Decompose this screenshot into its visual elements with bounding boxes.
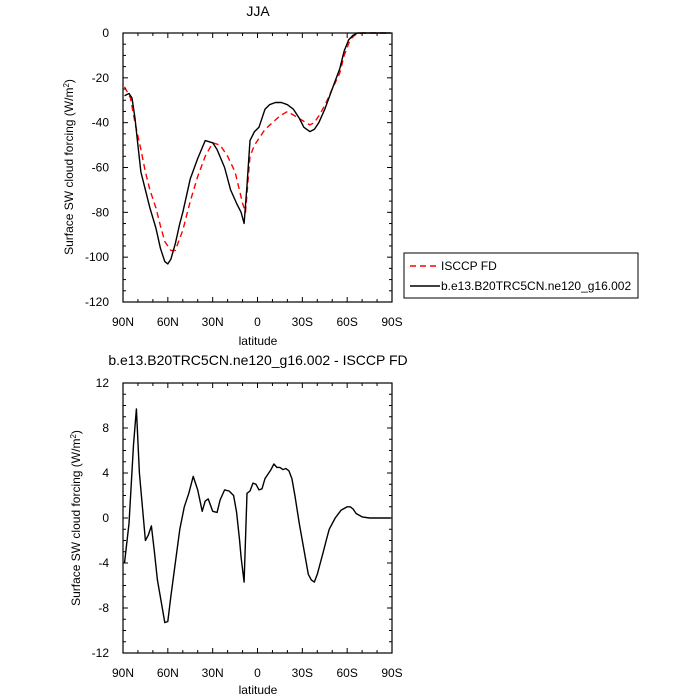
top-y-tick-label: -60 bbox=[92, 161, 110, 175]
top-y-tick-label: -80 bbox=[92, 205, 110, 219]
bottom-y-axis-label: Surface SW cloud forcing (W/m2) bbox=[69, 430, 83, 606]
top-y-tick-label: -120 bbox=[85, 295, 109, 309]
bottom-x-axis-label: latitude bbox=[239, 683, 278, 697]
top-x-tick-label: 90N bbox=[112, 315, 134, 329]
bottom-y-tick-label: -4 bbox=[98, 556, 109, 570]
bottom-y-tick-label: -12 bbox=[92, 646, 110, 660]
top-y-axis-label-tail: ) bbox=[62, 79, 76, 83]
top-y-tick-label: -100 bbox=[85, 250, 109, 264]
top-y-tick-label: -40 bbox=[92, 116, 110, 130]
bottom-x-tick-label: 60N bbox=[157, 666, 179, 680]
bottom-y-tick-label: 8 bbox=[102, 421, 109, 435]
bottom-x-tick-label: 90N bbox=[112, 666, 134, 680]
top-x-axis-label: latitude bbox=[239, 334, 278, 348]
bottom-x-tick-label: 60S bbox=[336, 666, 357, 680]
bottom-y-axis-label-tail: ) bbox=[69, 430, 83, 434]
top-plot-frame bbox=[122, 32, 393, 303]
bottom-y-tick-label: 0 bbox=[102, 511, 109, 525]
bottom-y-tick-label: 12 bbox=[96, 376, 110, 390]
legend-label: b.e13.B20TRC5CN.ne120_g16.002 bbox=[441, 279, 631, 293]
top-y-axis-label-text: Surface SW cloud forcing (W/m bbox=[62, 88, 76, 255]
bottom-y-tick-label: 4 bbox=[102, 466, 109, 480]
top-y-tick-label: 0 bbox=[102, 26, 109, 40]
top-x-tick-label: 60S bbox=[336, 315, 357, 329]
bottom-series-line-difference bbox=[123, 408, 391, 624]
top-y-axis-label-sup: 2 bbox=[62, 83, 71, 88]
bottom-x-tick-label: 30N bbox=[202, 666, 224, 680]
legend: ISCCP FD b.e13.B20TRC5CN.ne120_g16.002 bbox=[403, 252, 639, 299]
top-x-tick-label: 30S bbox=[292, 315, 313, 329]
top-y-axis-label: Surface SW cloud forcing (W/m2) bbox=[62, 79, 76, 255]
bottom-y-axis-label-sup: 2 bbox=[69, 434, 78, 439]
bottom-y-axis-label-text: Surface SW cloud forcing (W/m bbox=[69, 439, 83, 606]
top-x-tick-label: 60N bbox=[157, 315, 179, 329]
top-series-line-isccp-fd bbox=[123, 32, 391, 252]
legend-box bbox=[403, 252, 639, 299]
top-x-tick-label: 90S bbox=[381, 315, 402, 329]
bottom-chart-title: b.e13.B20TRC5CN.ne120_g16.002 - ISCCP FD bbox=[108, 352, 407, 368]
bottom-y-tick-label: -8 bbox=[98, 601, 109, 615]
top-y-tick-label: -20 bbox=[92, 71, 110, 85]
bottom-x-tick-label: 30S bbox=[292, 666, 313, 680]
bottom-x-tick-label: 0 bbox=[254, 666, 261, 680]
top-plot-area: 90N 60N 30N 0 30S 60S 90S 0 -20 -40 -60 -80 -100 -120 bbox=[85, 26, 403, 329]
bottom-plot-area: 90N 60N 30N 0 30S 60S 90S 12 8 4 0 -4 -8 -12 bbox=[92, 376, 403, 680]
legend-label: ISCCP FD bbox=[441, 259, 497, 273]
top-x-tick-label: 30N bbox=[202, 315, 224, 329]
top-x-tick-label: 0 bbox=[254, 315, 261, 329]
bottom-x-tick-label: 90S bbox=[381, 666, 402, 680]
top-series-line-b-e13-b20trc5cn-ne120-g16-002 bbox=[124, 32, 391, 265]
top-chart-title: JJA bbox=[246, 3, 270, 19]
